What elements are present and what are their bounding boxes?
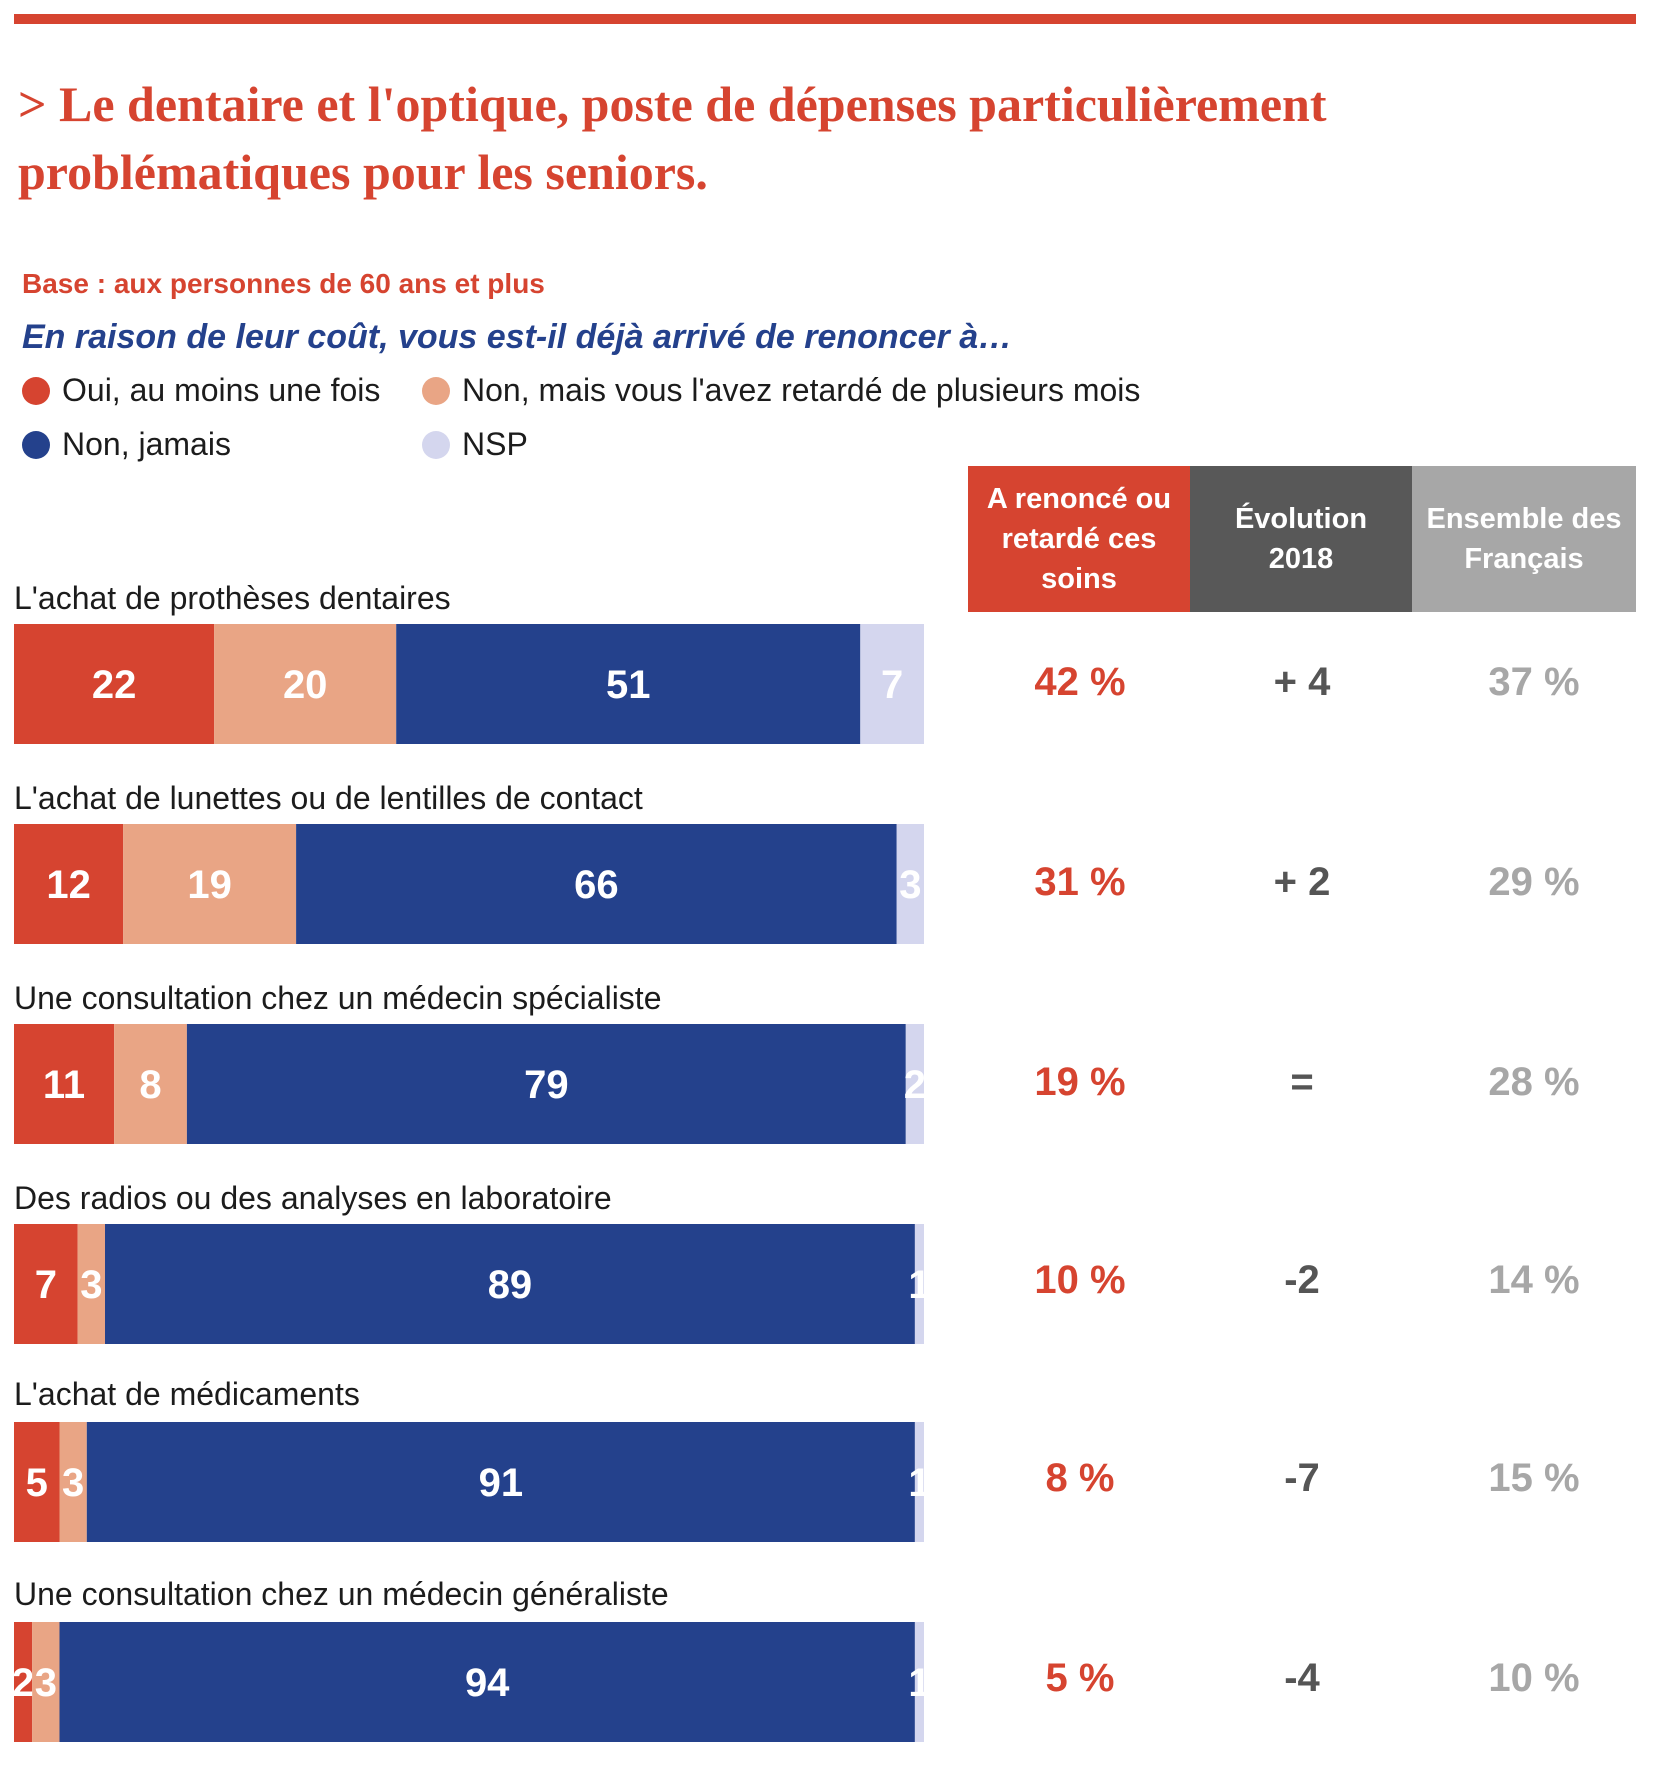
bar-segment-nsp bbox=[914, 1622, 924, 1742]
bar-segment-nsp bbox=[896, 824, 924, 944]
survey-question: En raison de leur coût, vous est-il déjà… bbox=[22, 318, 1013, 356]
legend-item-nsp: NSP bbox=[422, 426, 528, 463]
bar-data-label-oui: 11 bbox=[43, 1063, 85, 1107]
bar-segment-retarde bbox=[59, 1422, 87, 1542]
bar-segment-jamais bbox=[296, 824, 897, 944]
legend-item-retarde: Non, mais vous l'avez retardé de plusieu… bbox=[422, 372, 1140, 409]
bar-data-label-oui: 22 bbox=[92, 663, 137, 707]
bar-segment-oui bbox=[14, 824, 124, 944]
ensemble-value: 29 % bbox=[1488, 860, 1580, 904]
bar-data-label-oui: 2 bbox=[12, 1661, 34, 1705]
ensemble-value: 15 % bbox=[1488, 1456, 1580, 1500]
bar-segment-jamais bbox=[186, 1024, 906, 1144]
bar-data-label-retarde: 8 bbox=[139, 1063, 161, 1107]
renonce-value: 19 % bbox=[1034, 1060, 1126, 1104]
bar-data-label-jamais: 89 bbox=[488, 1263, 533, 1307]
base-note: Base : aux personnes de 60 ans et plus bbox=[22, 268, 545, 299]
legend-item-oui: Oui, au moins une fois bbox=[22, 372, 380, 409]
bar-data-label-jamais: 79 bbox=[524, 1063, 569, 1107]
column-header-ensemble: Ensemble des Français bbox=[1412, 466, 1636, 612]
legend-label-retarde: Non, mais vous l'avez retardé de plusieu… bbox=[462, 372, 1141, 408]
bar-segment-retarde bbox=[77, 1224, 105, 1344]
column-header-evolution: Évolution 2018 bbox=[1190, 466, 1412, 612]
bar-segment-retarde bbox=[32, 1622, 60, 1742]
evolution-value: + 4 bbox=[1273, 660, 1331, 704]
legend-swatch-nsp bbox=[422, 430, 450, 459]
renonce-value: 42 % bbox=[1034, 660, 1126, 704]
renonce-value: 31 % bbox=[1034, 860, 1126, 904]
bar-segment-jamais bbox=[59, 1622, 915, 1742]
bar-segment-oui bbox=[14, 1622, 33, 1742]
ensemble-value: 10 % bbox=[1488, 1656, 1580, 1700]
bar-segment-retarde bbox=[214, 624, 397, 744]
renonce-value: 10 % bbox=[1034, 1258, 1126, 1302]
bar-segment-jamais bbox=[86, 1422, 915, 1542]
column-header-renonce: A renoncé ou retardé ces soins bbox=[968, 466, 1190, 612]
row-label: L'achat de prothèses dentaires bbox=[14, 580, 451, 616]
legend-swatch-oui bbox=[22, 376, 50, 405]
bar-segment-oui bbox=[14, 1024, 115, 1144]
bar-segment-oui bbox=[14, 1422, 60, 1542]
legend-item-jamais: Non, jamais bbox=[22, 426, 231, 463]
evolution-value: -7 bbox=[1284, 1456, 1320, 1500]
row-label: Une consultation chez un médecin général… bbox=[14, 1576, 669, 1612]
bar-data-label-jamais: 94 bbox=[465, 1661, 510, 1705]
bar-segment-nsp bbox=[860, 624, 924, 744]
row-label: L'achat de médicaments bbox=[14, 1376, 360, 1412]
bar-data-label-jamais: 91 bbox=[479, 1461, 524, 1505]
bar-segment-nsp bbox=[914, 1422, 924, 1542]
evolution-value: + 2 bbox=[1273, 860, 1331, 904]
bar-segment-nsp bbox=[905, 1024, 924, 1144]
ensemble-value: 37 % bbox=[1488, 660, 1580, 704]
row-label: L'achat de lunettes ou de lentilles de c… bbox=[14, 780, 643, 816]
legend-label-jamais: Non, jamais bbox=[62, 426, 231, 462]
legend-label-nsp: NSP bbox=[462, 426, 528, 462]
row-label: Une consultation chez un médecin spécial… bbox=[14, 980, 662, 1016]
bar-data-label-jamais: 51 bbox=[606, 663, 651, 707]
bar-segment-oui bbox=[14, 624, 215, 744]
bar-data-label-oui: 7 bbox=[35, 1263, 57, 1307]
bar-segment-jamais bbox=[105, 1224, 915, 1344]
evolution-value: -2 bbox=[1284, 1258, 1320, 1302]
bar-data-label-retarde: 19 bbox=[187, 863, 232, 907]
bar-data-label-nsp: 1 bbox=[908, 1263, 930, 1307]
bar-data-label-retarde: 3 bbox=[62, 1461, 84, 1505]
evolution-value: -4 bbox=[1284, 1656, 1320, 1700]
bar-data-label-retarde: 3 bbox=[80, 1263, 102, 1307]
bar-segment-jamais bbox=[396, 624, 861, 744]
top-rule bbox=[14, 14, 1636, 24]
bar-data-label-jamais: 66 bbox=[574, 863, 619, 907]
ensemble-value: 28 % bbox=[1488, 1060, 1580, 1104]
bar-data-label-nsp: 3 bbox=[899, 863, 921, 907]
bar-segment-oui bbox=[14, 1224, 78, 1344]
bar-segment-retarde bbox=[123, 824, 297, 944]
bar-data-label-oui: 12 bbox=[46, 863, 91, 907]
page-title: > Le dentaire et l'optique, poste de dép… bbox=[18, 76, 1327, 200]
bar-data-label-retarde: 20 bbox=[283, 663, 328, 707]
renonce-value: 5 % bbox=[1045, 1656, 1115, 1700]
renonce-value: 8 % bbox=[1045, 1456, 1115, 1500]
legend-swatch-jamais bbox=[22, 430, 50, 459]
bar-data-label-nsp: 2 bbox=[904, 1063, 926, 1107]
row-label: Des radios ou des analyses en laboratoir… bbox=[14, 1180, 612, 1216]
ensemble-value: 14 % bbox=[1488, 1258, 1580, 1302]
bar-data-label-nsp: 7 bbox=[881, 663, 903, 707]
legend-label-oui: Oui, au moins une fois bbox=[62, 372, 381, 408]
bar-data-label-nsp: 1 bbox=[908, 1461, 930, 1505]
bar-segment-nsp bbox=[914, 1224, 924, 1344]
bar-data-label-oui: 5 bbox=[26, 1461, 48, 1505]
legend-swatch-retarde bbox=[422, 376, 450, 405]
evolution-value: = bbox=[1290, 1060, 1314, 1104]
bar-data-label-nsp: 1 bbox=[908, 1661, 930, 1705]
bar-segment-retarde bbox=[114, 1024, 187, 1144]
chart-legend: Oui, au moins une fois Non, mais vous l'… bbox=[22, 372, 1322, 482]
bar-data-label-retarde: 3 bbox=[35, 1661, 57, 1705]
